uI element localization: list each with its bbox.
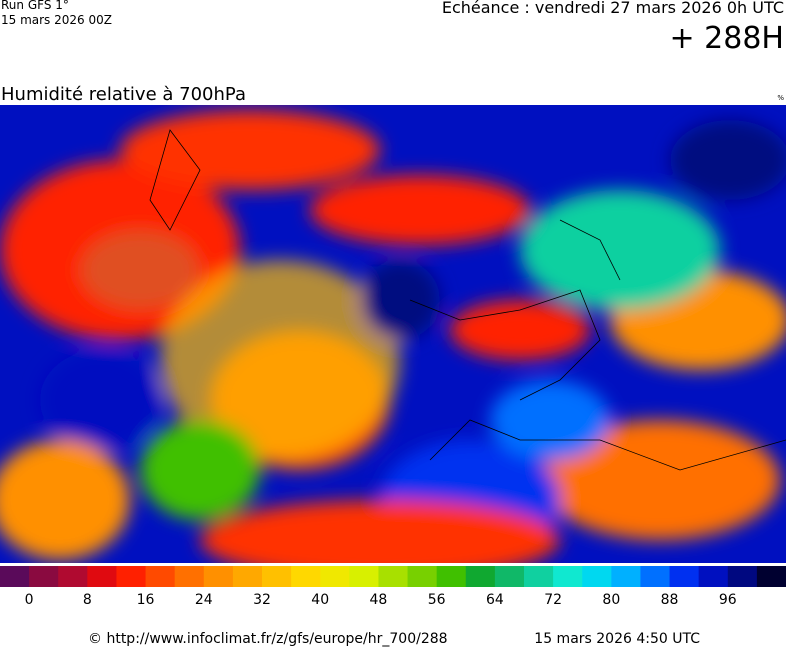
- colorbar-tick-label: 40: [311, 592, 329, 608]
- generated-date: 15 mars 2026 4:50 UTC: [534, 631, 700, 647]
- colorbar-tick-label: 8: [83, 592, 92, 608]
- colorbar-tick-label: 48: [370, 592, 388, 608]
- color-swatch: [145, 566, 176, 587]
- color-swatch: [611, 566, 641, 587]
- colorbar-tick-label: 88: [661, 592, 679, 608]
- color-swatch: [349, 566, 379, 587]
- unit: %: [777, 94, 784, 102]
- run-date: 15 mars 2026 00Z: [1, 13, 112, 27]
- colorbar-tick-label: 96: [719, 592, 737, 608]
- colorbar-tick-label: 80: [602, 592, 620, 608]
- color-swatch: [116, 566, 147, 587]
- colorbar-tick-label: 64: [486, 592, 504, 608]
- color-swatch: [756, 566, 786, 587]
- color-swatch: [87, 566, 117, 587]
- colorbar-tick-label: 16: [137, 592, 155, 608]
- colorbar-tick-label: 32: [253, 592, 271, 608]
- color-swatch: [669, 566, 700, 587]
- color-swatch: [407, 566, 438, 587]
- colorbar-tick-label: 56: [428, 592, 446, 608]
- color-swatch: [58, 566, 88, 587]
- color-swatch: [640, 566, 671, 587]
- colorbar-tick-label: 72: [544, 592, 562, 608]
- source-url: © http://www.infoclimat.fr/z/gfs/europe/…: [88, 631, 448, 647]
- colorbar: 0 8 16 24 32 40 48 56 64 72 80 88 96: [0, 566, 786, 608]
- colorbar-tick-label: 24: [195, 592, 213, 608]
- color-swatch: [174, 566, 205, 587]
- color-swatch: [29, 566, 59, 587]
- color-swatch: [465, 566, 496, 587]
- color-swatch: [262, 566, 292, 587]
- color-swatch: [378, 566, 409, 587]
- color-swatch: [727, 566, 758, 587]
- lead-time: + 288H: [670, 21, 785, 56]
- colorbar-tick-label: 0: [25, 592, 34, 608]
- color-swatch: [582, 566, 612, 587]
- color-swatch: [524, 566, 554, 587]
- color-swatch: [553, 566, 583, 587]
- color-swatch: [436, 566, 467, 587]
- color-swatch: [698, 566, 729, 587]
- run-label: Run GFS 1°: [1, 0, 69, 12]
- color-swatch: [232, 566, 263, 587]
- humidity-map: [0, 105, 786, 563]
- color-swatch: [0, 566, 30, 587]
- color-swatch: [203, 566, 234, 587]
- color-swatch: [320, 566, 350, 587]
- forecast-time: Echéance : vendredi 27 mars 2026 0h UTC: [442, 0, 784, 17]
- color-swatch: [291, 566, 321, 587]
- color-swatch: [494, 566, 525, 587]
- map-title: Humidité relative à 700hPa: [1, 84, 246, 105]
